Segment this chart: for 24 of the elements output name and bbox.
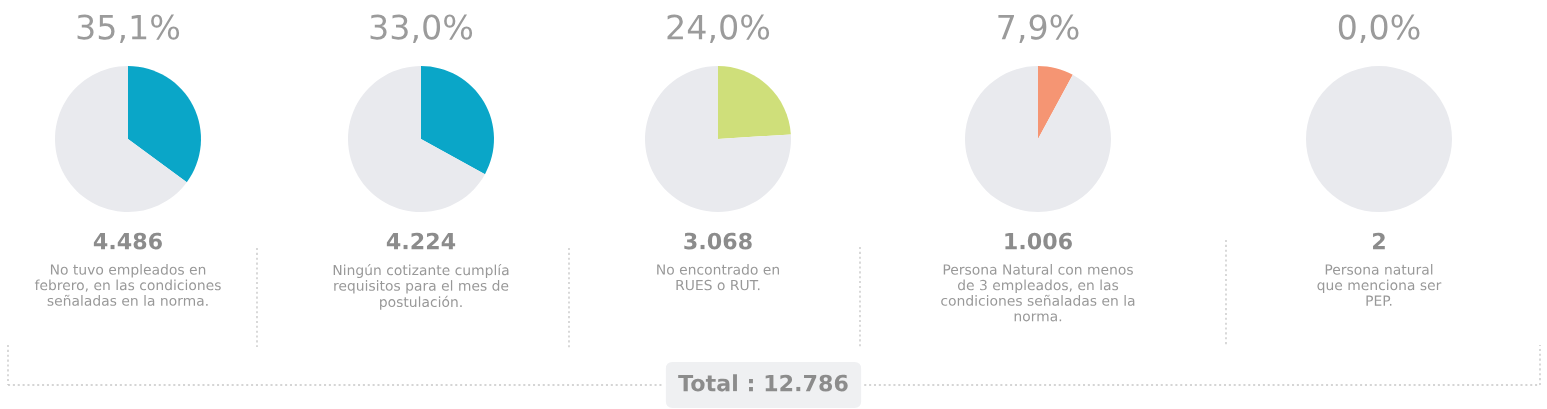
pie-slice [645,66,791,212]
pie-slice [55,66,187,212]
pie-slice [718,66,791,139]
pie-slice [1038,66,1073,139]
pie-slice [965,66,1111,212]
text: No tuvo empleados en febrero, en las condiciones señaladas en la norma. [34,264,221,306]
data-label: 7,9% [998,14,1079,44]
text: 4.486 [93,232,162,250]
text: 2 [1373,232,1385,250]
text: Total : 12.786 [678,374,848,392]
text: 4.224 [386,232,456,250]
pie-slice [421,66,494,175]
text: Persona Natural con menos de 3 empleados, en las condiciones señaladas en la norma. [941,264,1135,322]
text: No encontrado en RUES o RUT. [657,264,779,291]
text: 3.068 [684,232,752,250]
data-label: 24,0% [667,14,770,44]
text: Persona natural que menciona ser PEP. [1317,264,1442,306]
text: 1.006 [1005,232,1072,250]
text: Ningún cotizante cumplía requisitos para el mes de postulación. [333,264,509,310]
data-label: 35,1% [77,14,180,44]
pie-slice [128,66,201,183]
text: 0,0% [1338,14,1420,44]
pie-slice [348,66,485,212]
data-label: 33,0% [370,14,473,44]
